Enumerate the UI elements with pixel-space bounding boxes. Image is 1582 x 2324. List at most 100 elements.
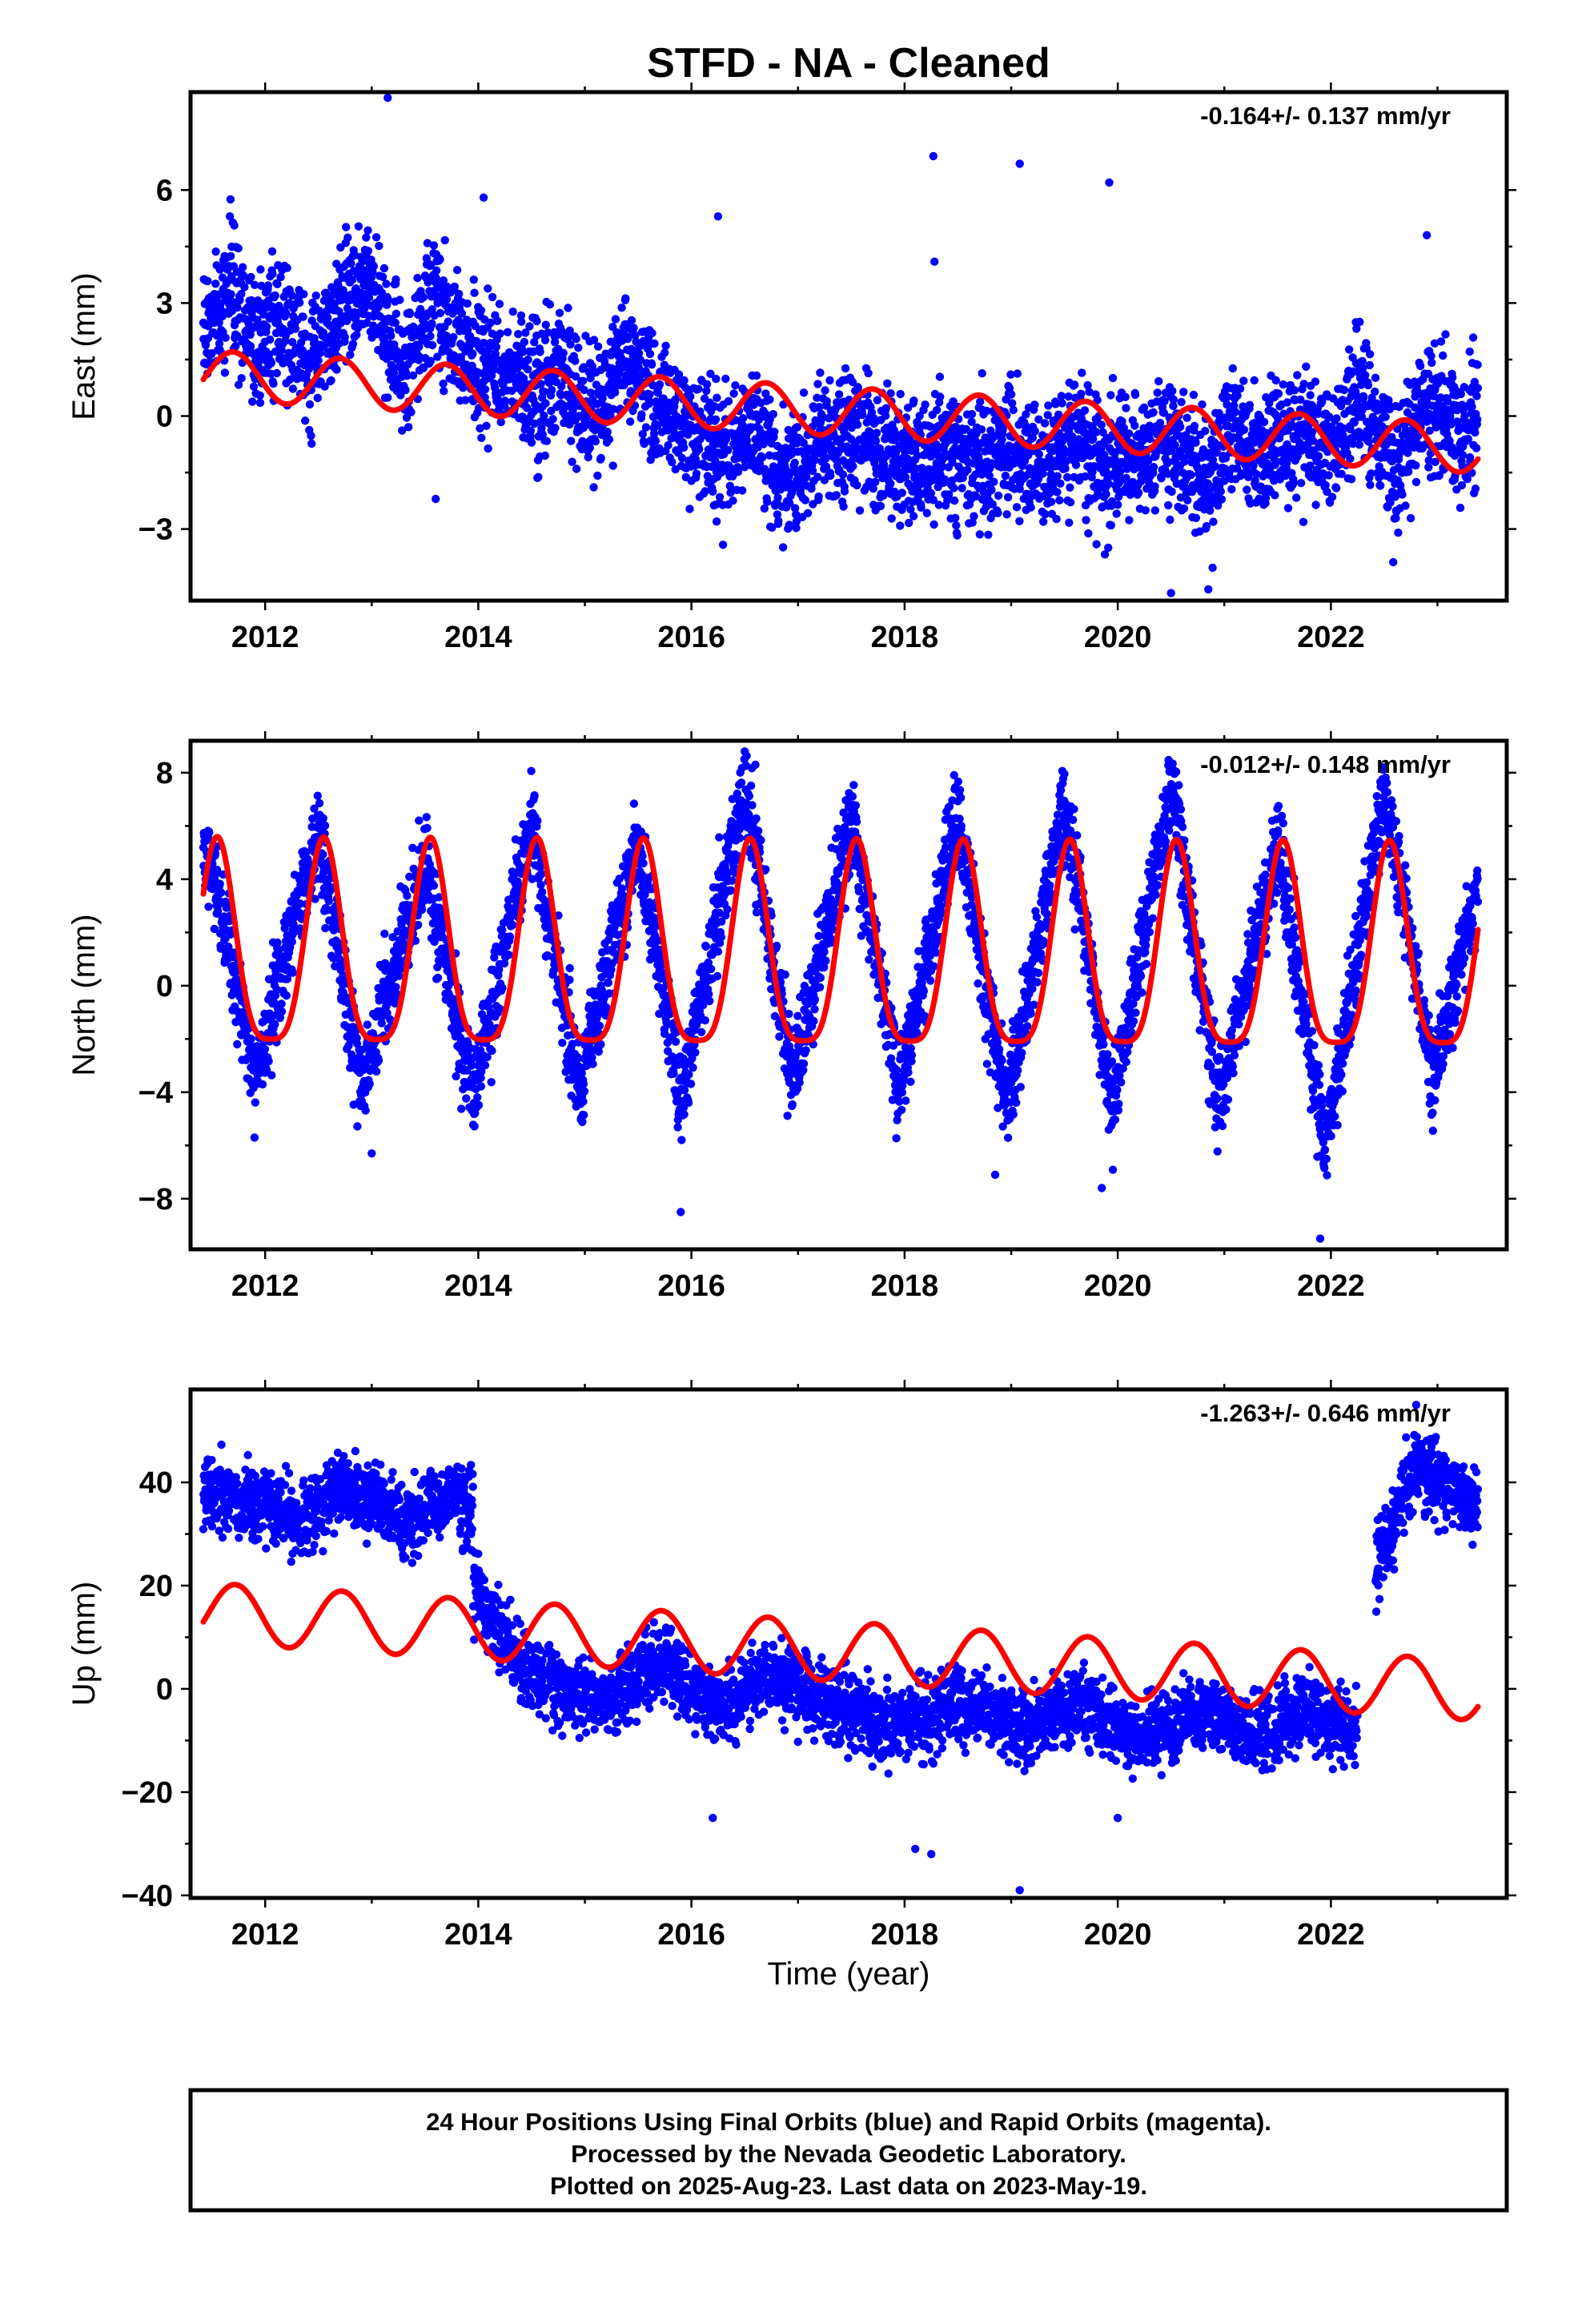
- east-data-point: [1289, 478, 1299, 487]
- east-data-point: [340, 332, 349, 342]
- east-data-point: [872, 428, 881, 437]
- east-data-point: [230, 221, 239, 230]
- east-data-point: [315, 349, 324, 358]
- east-data-point: [1167, 487, 1176, 497]
- east-data-point: [994, 509, 1002, 517]
- east-data-point: [1080, 406, 1090, 415]
- east-data-point: [1040, 419, 1050, 428]
- east-data-point: [568, 457, 576, 466]
- east-data-point: [1030, 427, 1039, 436]
- east-data-point: [936, 392, 945, 401]
- east-data-point: [1046, 497, 1056, 506]
- east-data-point: [484, 444, 492, 453]
- east-x-tick-label: 2022: [1297, 621, 1365, 654]
- east-x-tick-label: 2020: [1084, 621, 1152, 654]
- east-data-point: [1271, 376, 1280, 385]
- east-data-point: [267, 247, 277, 256]
- east-data-point: [253, 316, 262, 324]
- east-data-point: [608, 461, 617, 470]
- east-data-point: [821, 386, 829, 395]
- east-data-point: [1211, 462, 1220, 471]
- east-x-tick-label: 2018: [871, 621, 939, 654]
- north-data-point: [319, 850, 327, 859]
- east-data-point: [611, 388, 620, 397]
- east-data-point: [1259, 417, 1269, 427]
- east-data-point: [1121, 392, 1130, 401]
- east-data-point: [883, 379, 892, 388]
- east-data-point: [1164, 501, 1173, 510]
- east-data-point: [449, 332, 458, 342]
- east-data-point: [952, 521, 961, 530]
- north-data-point: [273, 938, 282, 947]
- east-data-point: [272, 368, 281, 378]
- east-data-point: [1102, 489, 1110, 499]
- east-data-point: [436, 255, 444, 264]
- east-data-point: [637, 410, 646, 419]
- east-data-point: [661, 341, 670, 350]
- east-data-point: [905, 518, 913, 528]
- east-data-point: [1108, 373, 1118, 383]
- east-data-point: [799, 388, 809, 397]
- east-data-point: [695, 444, 704, 454]
- east-data-point: [246, 342, 255, 351]
- east-data-point: [1169, 395, 1178, 404]
- east-data-point: [729, 389, 738, 398]
- east-outlier-point: [1204, 585, 1213, 594]
- east-data-point: [234, 243, 243, 253]
- east-data-point: [1038, 469, 1047, 478]
- east-data-point: [271, 291, 279, 300]
- east-data-point: [265, 350, 274, 359]
- east-data-point: [1306, 391, 1315, 400]
- east-data-point: [461, 396, 470, 404]
- east-data-point: [527, 438, 536, 447]
- east-data-point: [237, 289, 246, 299]
- east-outlier-point: [432, 494, 440, 504]
- east-data-point: [752, 371, 761, 380]
- east-data-point: [221, 333, 230, 342]
- east-data-point: [379, 263, 389, 273]
- east-data-point: [950, 496, 959, 505]
- east-data-point: [428, 319, 436, 328]
- east-data-point: [404, 423, 413, 432]
- east-data-point: [1465, 347, 1474, 356]
- east-data-point: [1208, 563, 1217, 573]
- east-data-point: [1327, 493, 1337, 501]
- east-data-point: [1052, 514, 1061, 524]
- east-data-point: [1473, 384, 1483, 392]
- east-data-point: [493, 316, 502, 325]
- east-data-point: [1292, 493, 1301, 502]
- east-data-points: [199, 93, 1483, 597]
- east-data-point: [227, 251, 235, 260]
- east-data-point: [807, 485, 816, 493]
- east-data-point: [477, 433, 486, 442]
- east-data-point: [1339, 385, 1349, 395]
- east-data-point: [375, 241, 383, 251]
- north-data-point: [260, 1044, 270, 1054]
- east-data-point: [589, 483, 598, 492]
- east-data-point: [1406, 513, 1415, 523]
- east-data-point: [440, 387, 448, 396]
- east-data-point: [227, 290, 235, 299]
- east-data-point: [248, 397, 257, 406]
- east-data-point: [525, 322, 534, 331]
- east-data-point: [825, 376, 834, 385]
- east-data-point: [1231, 408, 1240, 416]
- east-data-point: [314, 356, 323, 365]
- east-data-point: [987, 485, 996, 495]
- east-data-point: [813, 380, 822, 388]
- east-data-point: [1168, 387, 1177, 396]
- east-data-point: [1209, 517, 1218, 526]
- east-data-point: [858, 410, 867, 420]
- east-outlier-point: [930, 257, 939, 266]
- east-data-point: [1039, 517, 1048, 526]
- east-data-point: [1190, 421, 1199, 431]
- east-y-tick-label: 6: [156, 174, 173, 207]
- east-data-point: [1092, 540, 1101, 549]
- east-rate-label: -0.164+/- 0.137 mm/yr: [1200, 102, 1451, 130]
- east-data-point: [970, 512, 978, 521]
- east-data-point: [319, 342, 328, 352]
- east-data-point: [998, 425, 1007, 434]
- east-data-point: [591, 436, 600, 446]
- east-data-point: [712, 374, 721, 384]
- east-data-point: [1217, 495, 1227, 504]
